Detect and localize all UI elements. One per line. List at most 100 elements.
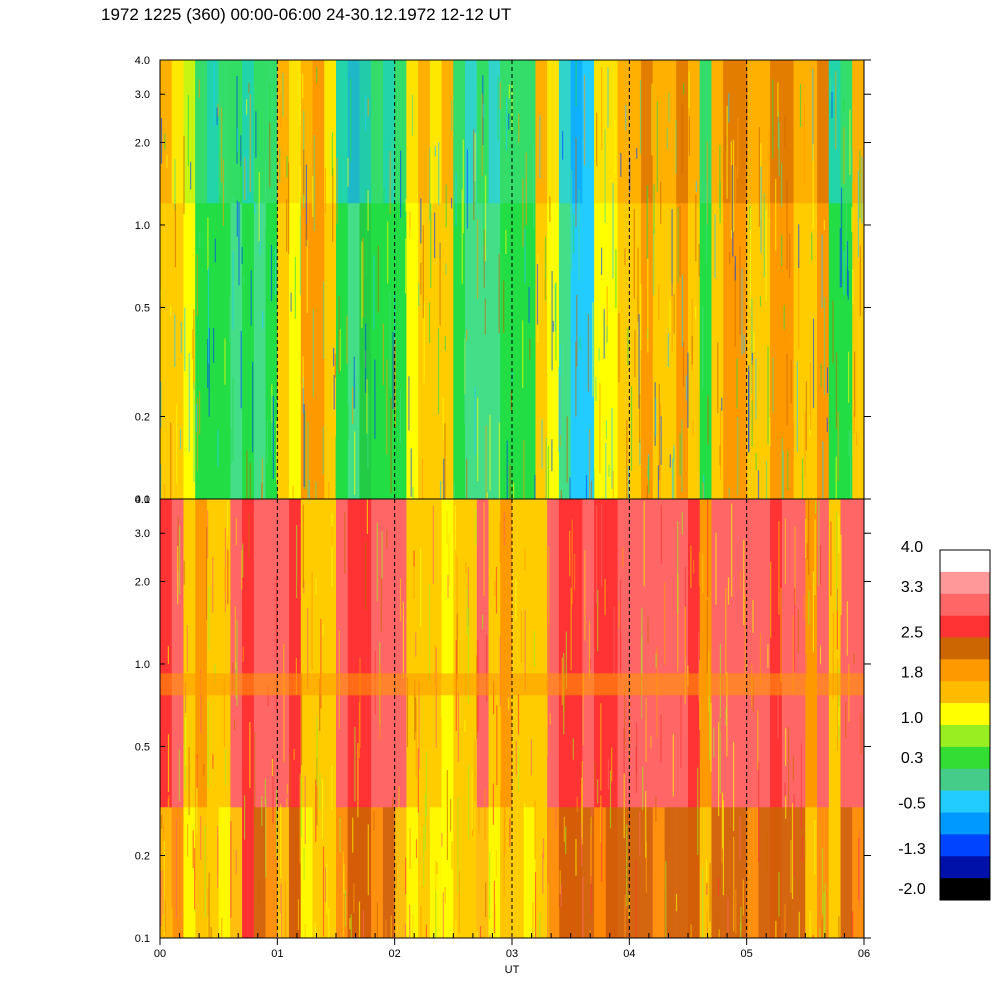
heatmap-streak — [353, 356, 355, 409]
heatmap-streak — [743, 539, 745, 626]
heatmap-streak — [410, 448, 412, 497]
heatmap-streak — [163, 484, 166, 499]
heatmap-streak — [769, 417, 771, 446]
heatmap-streak — [183, 135, 185, 214]
colorbar-label: 4.0 — [901, 539, 923, 556]
y-tick-label: 1.0 — [135, 659, 150, 671]
heatmap-streak — [517, 693, 520, 735]
heatmap-streak — [675, 120, 677, 174]
heatmap-streak — [508, 697, 510, 710]
heatmap-streak — [412, 487, 414, 499]
heatmap-streak — [786, 180, 788, 270]
heatmap-streak — [331, 512, 333, 587]
x-tick-label: 05 — [741, 948, 753, 960]
y-tick-label: 0.1 — [135, 494, 150, 506]
heatmap-streak — [600, 703, 602, 791]
heatmap-streak — [380, 576, 382, 632]
heatmap-streak — [820, 363, 822, 387]
heatmap-streak — [583, 75, 586, 166]
heatmap-streak — [454, 505, 456, 551]
heatmap-streak — [178, 749, 180, 801]
heatmap-streak — [358, 702, 360, 758]
colorbar-label: -0.5 — [898, 796, 926, 813]
heatmap-streak — [175, 818, 178, 918]
heatmap-streak — [338, 296, 340, 374]
colorbar-label: 1.0 — [901, 710, 923, 727]
heatmap-streak — [412, 914, 414, 938]
heatmap-streak — [409, 828, 411, 869]
heatmap-streak — [262, 311, 264, 329]
heatmap-streak — [417, 748, 419, 813]
heatmap-streak — [562, 130, 564, 160]
heatmap-streak — [497, 75, 499, 141]
heatmap-streak — [805, 381, 807, 451]
heatmap-streak — [642, 766, 644, 810]
heatmap-streak — [618, 313, 620, 383]
heatmap-streak — [302, 356, 304, 389]
heatmap-streak — [509, 817, 511, 847]
heatmap-streak — [592, 302, 594, 397]
heatmap-streak — [691, 336, 693, 365]
heatmap-streak — [409, 229, 412, 311]
heatmap-streak — [379, 663, 381, 740]
heatmap-streak — [697, 767, 699, 855]
heatmap-streak — [290, 292, 292, 312]
heatmap-streak — [199, 391, 201, 434]
heatmap-streak — [823, 892, 825, 938]
heatmap-streak — [386, 359, 388, 455]
heatmap-streak — [244, 157, 246, 200]
heatmap-streak — [497, 343, 499, 378]
heatmap-streak — [718, 929, 720, 938]
heatmap-streak — [623, 516, 625, 534]
heatmap-streak — [350, 914, 352, 938]
heatmap-streak — [648, 828, 650, 876]
heatmap-streak — [674, 764, 676, 783]
heatmap-streak — [732, 165, 734, 257]
heatmap-streak — [555, 806, 557, 830]
heatmap-streak — [259, 201, 261, 256]
heatmap-streak — [727, 577, 730, 605]
heatmap-streak — [421, 458, 424, 499]
heatmap-cell — [664, 807, 677, 938]
heatmap-streak — [660, 403, 662, 419]
heatmap-streak — [589, 658, 591, 670]
y-tick-label: 0.2 — [135, 412, 150, 424]
heatmap-streak — [537, 736, 540, 806]
heatmap-streak — [777, 110, 779, 149]
heatmap-streak — [281, 524, 283, 577]
heatmap-streak — [208, 586, 210, 650]
heatmap-streak — [376, 523, 378, 602]
heatmap-streak — [429, 147, 431, 221]
heatmap-streak — [204, 825, 206, 918]
heatmap-streak — [299, 773, 301, 864]
heatmap-streak — [809, 911, 811, 938]
heatmap-streak — [432, 505, 434, 585]
heatmap-streak — [199, 232, 201, 248]
heatmap-streak — [187, 824, 189, 857]
heatmap-streak — [515, 200, 517, 222]
heatmap-streak — [560, 658, 562, 688]
heatmap-streak — [264, 779, 266, 804]
colorbar-swatch — [940, 834, 990, 857]
heatmap-streak — [446, 770, 448, 861]
heatmap-streak — [846, 516, 848, 587]
heatmap-streak — [529, 338, 531, 360]
heatmap-cell — [805, 60, 818, 204]
heatmap-cell — [746, 60, 759, 204]
heatmap-streak — [859, 245, 861, 317]
heatmap-streak — [671, 209, 673, 297]
heatmap-streak — [434, 212, 436, 259]
heatmap-streak — [784, 904, 786, 938]
heatmap-streak — [539, 547, 541, 606]
heatmap-streak — [794, 526, 796, 606]
heatmap-streak — [522, 320, 524, 389]
heatmap-streak — [458, 871, 460, 933]
heatmap-streak — [702, 306, 704, 390]
heatmap-cell — [359, 807, 372, 938]
heatmap-streak — [524, 548, 526, 571]
heatmap-streak — [379, 912, 381, 938]
heatmap-streak — [636, 723, 638, 774]
heatmap-streak — [525, 809, 527, 891]
heatmap-streak — [620, 153, 622, 177]
heatmap-cell — [570, 807, 583, 938]
